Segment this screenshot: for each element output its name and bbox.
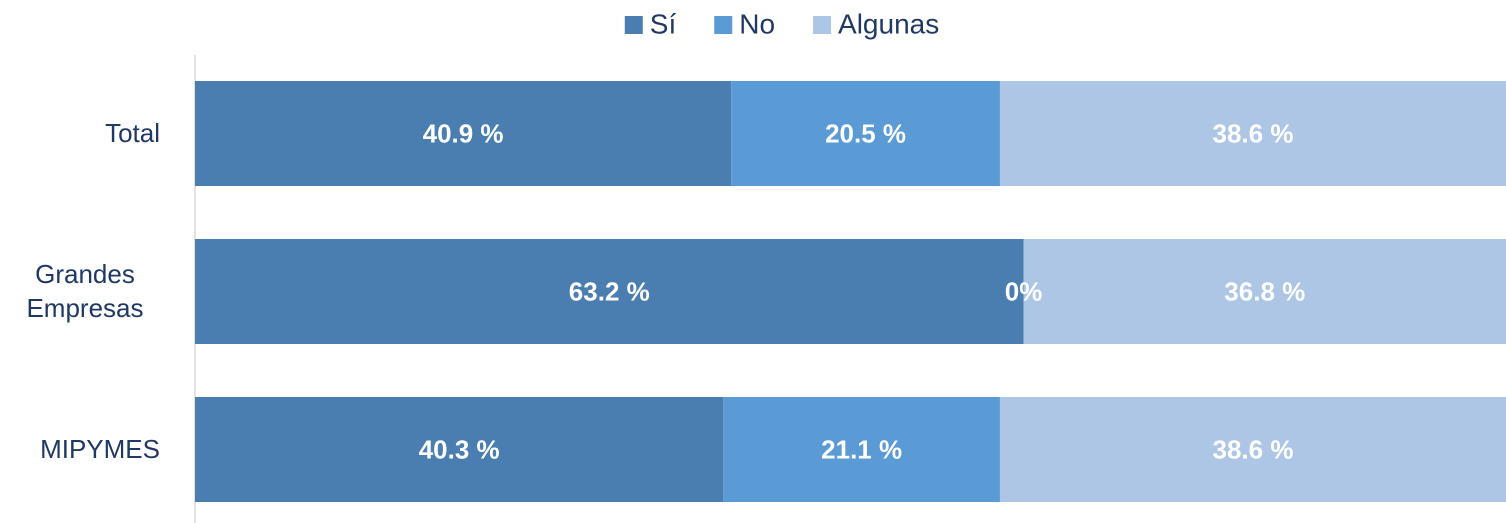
data-label: 20.5 % <box>825 118 906 148</box>
bar-segment <box>195 397 724 502</box>
bar-segment <box>195 239 1024 344</box>
bar-segment <box>731 81 1000 186</box>
data-label: 38.6 % <box>1213 434 1294 464</box>
data-label: 63.2 % <box>569 276 650 306</box>
category-label-box: Grandes Empresas <box>26 258 144 323</box>
legend-label: Algunas <box>838 8 939 39</box>
legend: Sí No Algunas <box>624 8 939 39</box>
data-label: 40.9 % <box>423 118 504 148</box>
legend-label: Sí <box>650 8 677 39</box>
data-label: 0% <box>1005 276 1043 306</box>
legend-swatch <box>813 16 832 34</box>
bar-segment <box>723 397 1000 502</box>
legend-swatch <box>714 16 733 34</box>
data-label: 40.3 % <box>419 434 500 464</box>
data-label: 36.8 % <box>1224 276 1305 306</box>
bar-segment <box>999 81 1506 186</box>
data-label: 38.6 % <box>1213 118 1294 148</box>
legend-label: No <box>739 8 775 39</box>
bar-segment <box>195 81 732 186</box>
bar-segment <box>999 397 1506 502</box>
category-label-box: MIPYMES <box>40 433 160 464</box>
data-label: 21.1 % <box>821 434 902 464</box>
bar-segment <box>1023 239 1506 344</box>
category-label-box: Total <box>105 117 160 148</box>
y-tick-label: Grandes Empresas <box>26 258 144 323</box>
y-tick-label: MIPYMES <box>40 433 160 464</box>
y-tick-label: Total <box>105 117 160 148</box>
legend-swatch <box>624 16 643 34</box>
